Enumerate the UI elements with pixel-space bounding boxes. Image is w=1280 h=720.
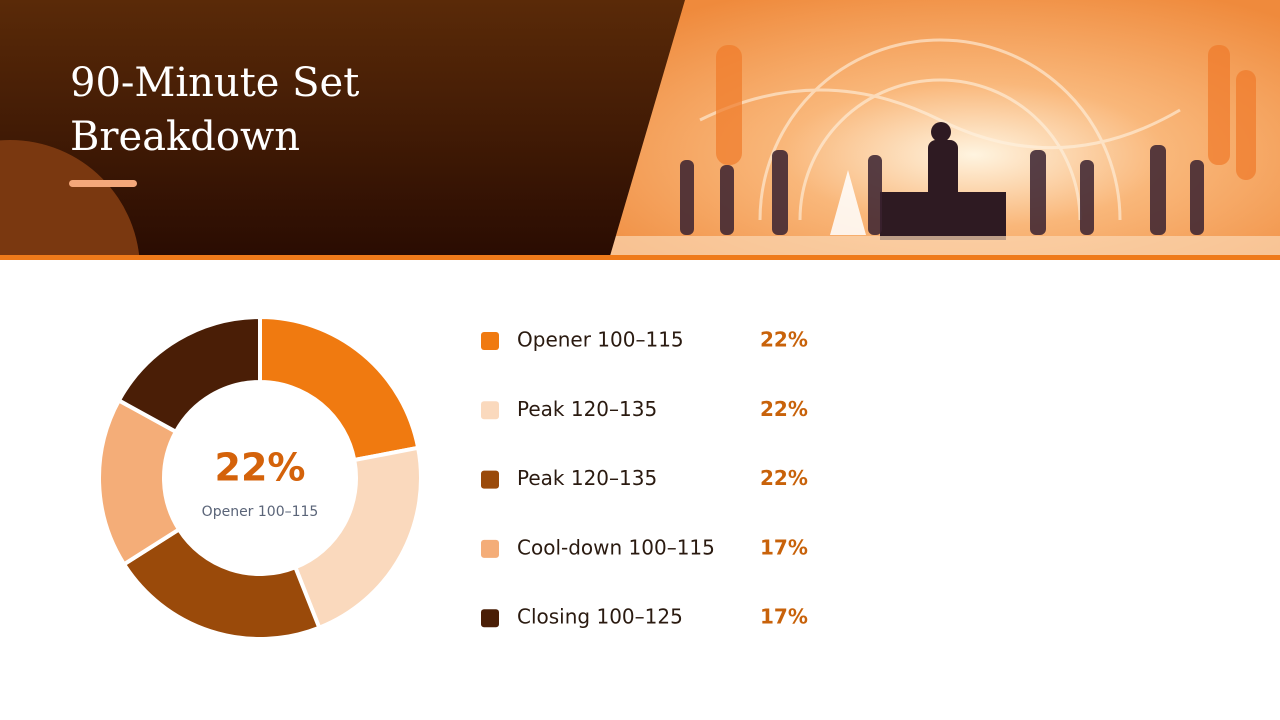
chart-title: 90-Minute Set Breakdown bbox=[70, 60, 359, 160]
header-image bbox=[600, 0, 1280, 258]
legend-swatch bbox=[481, 332, 499, 350]
legend-label: Peak 120–135 bbox=[517, 397, 657, 421]
donut-segment bbox=[121, 526, 322, 641]
donut bbox=[97, 314, 423, 641]
legend-value: 17% bbox=[760, 535, 808, 559]
header-panel bbox=[0, 0, 685, 256]
legend-swatch bbox=[481, 539, 499, 558]
legend-label: Opener 100–115 bbox=[517, 328, 684, 352]
legend-value: 17% bbox=[760, 605, 808, 629]
legend-value: 22% bbox=[760, 328, 808, 352]
title-line: 90-Minute Set bbox=[70, 60, 359, 106]
title-line: Breakdown bbox=[70, 114, 300, 160]
donut-segment bbox=[292, 445, 423, 631]
donut-segment bbox=[116, 314, 262, 435]
legend-label: Peak 120–135 bbox=[517, 466, 657, 490]
center-label: Opener 100–115 bbox=[202, 504, 319, 520]
legend: Opener 100–115 22% Peak 120–135 22% Peak 120… bbox=[481, 328, 808, 629]
legend-value: 22% bbox=[760, 397, 808, 421]
center-value: 22% bbox=[215, 446, 306, 490]
donut-segment bbox=[258, 314, 421, 463]
legend-swatch bbox=[481, 401, 499, 420]
legend-label: Closing 100–125 bbox=[517, 605, 683, 629]
legend-swatch bbox=[481, 470, 499, 489]
legend-value: 22% bbox=[760, 466, 808, 490]
legend-swatch bbox=[481, 609, 499, 628]
legend-label: Cool-down 100–115 bbox=[517, 535, 715, 559]
title-underline bbox=[69, 180, 137, 187]
header-stripe bbox=[0, 255, 1280, 260]
